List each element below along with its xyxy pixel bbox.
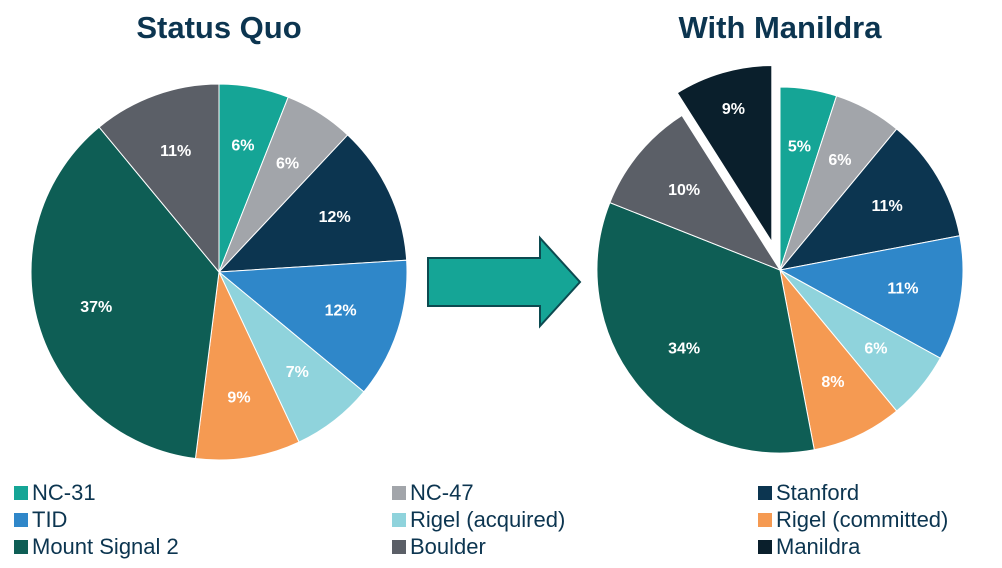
data-label: 6% [864, 341, 887, 358]
data-label: 6% [828, 152, 851, 169]
pie-slice [672, 61, 776, 254]
legend-label: Mount Signal 2 [32, 534, 179, 559]
chart-title: Status Quo [136, 10, 301, 45]
legend-label: Rigel (committed) [776, 507, 948, 532]
legend-label: Boulder [410, 534, 486, 559]
pie-slice [194, 270, 300, 461]
data-label: 10% [668, 182, 700, 199]
chart-title: With Manildra [679, 10, 883, 45]
legend-swatch [758, 513, 772, 527]
data-label: 11% [872, 198, 903, 215]
legend-swatch [758, 540, 772, 554]
arrow [427, 235, 582, 329]
data-label: 11% [160, 143, 191, 160]
pie-slice [609, 114, 782, 272]
legend-swatch [14, 513, 28, 527]
pie-slice [217, 259, 408, 393]
data-label: 8% [821, 374, 844, 391]
pie-slice [30, 126, 220, 460]
data-label: 12% [319, 209, 351, 226]
legend-swatch [392, 540, 406, 554]
legend-swatch [758, 486, 772, 500]
legend-swatch [14, 486, 28, 500]
pie-slice [98, 83, 220, 274]
data-label: 7% [286, 364, 309, 381]
legend-label: NC-31 [32, 480, 96, 505]
legend-label: Manildra [776, 534, 861, 559]
data-label: 9% [227, 389, 250, 406]
pie-slice [778, 128, 961, 271]
legend-label: Rigel (acquired) [410, 507, 565, 532]
data-label: 37% [80, 299, 112, 316]
data-label: 12% [325, 303, 357, 320]
pie-slice [779, 269, 898, 451]
legend-swatch [392, 486, 406, 500]
legend-label: TID [32, 507, 67, 532]
legend-swatch [392, 513, 406, 527]
data-label: 9% [722, 101, 745, 118]
data-label: 11% [887, 281, 918, 298]
pie-slice [778, 235, 964, 359]
legend-label: Stanford [776, 480, 859, 505]
legend-label: NC-47 [410, 480, 474, 505]
pie-slice [217, 134, 408, 273]
pie-slice [596, 201, 815, 454]
data-label: 6% [276, 155, 299, 172]
data-label: 34% [668, 341, 700, 358]
legend-swatch [14, 540, 28, 554]
data-label: 6% [231, 138, 254, 155]
data-label: 5% [788, 138, 811, 155]
